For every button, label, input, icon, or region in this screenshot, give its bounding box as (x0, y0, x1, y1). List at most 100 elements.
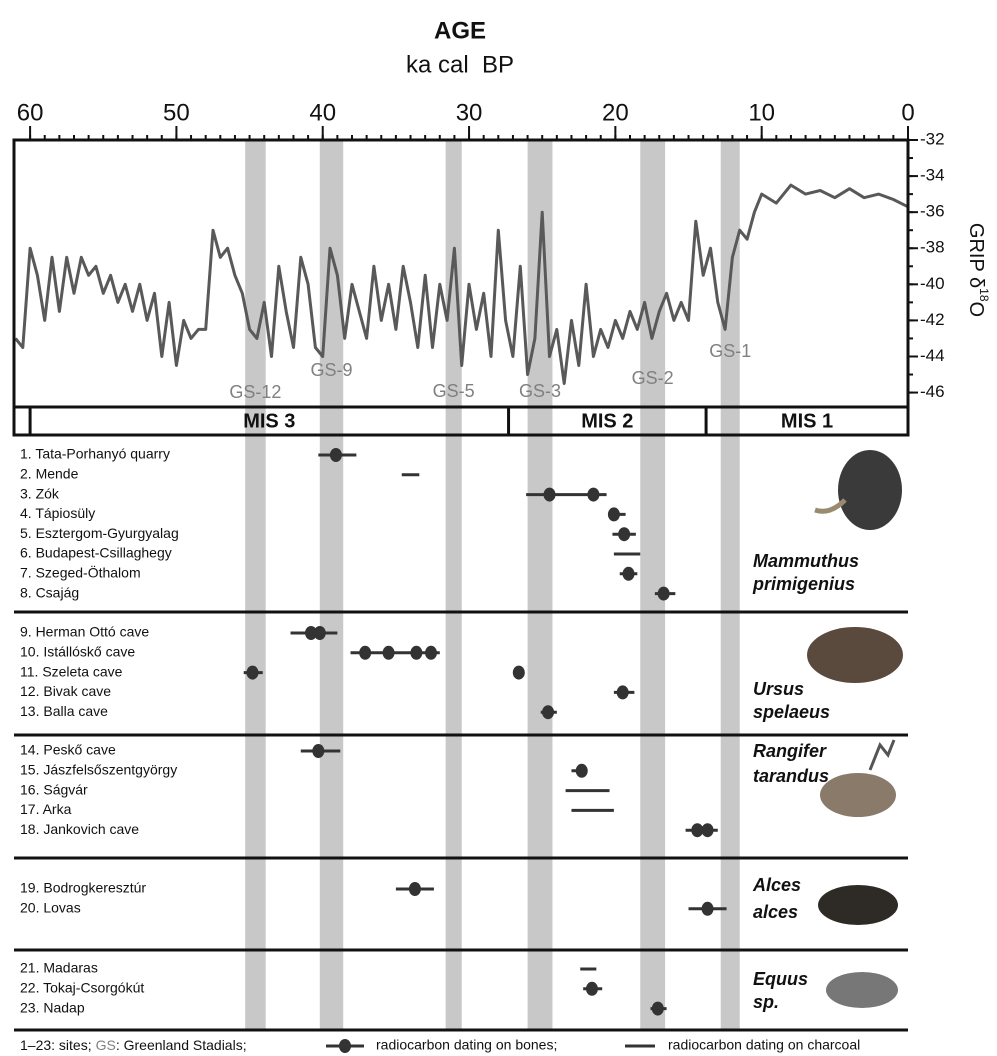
stadial-band (245, 140, 265, 1030)
site-label: 23. Nadap (20, 999, 85, 1015)
y-label-prefix: GRIP δ (965, 223, 987, 288)
site-label: 9. Herman Ottó cave (20, 624, 149, 640)
title: AGE (434, 17, 486, 44)
species-name: tarandus (753, 766, 829, 786)
mis-label: MIS 2 (581, 410, 633, 432)
species-name: Alces (752, 875, 801, 895)
species-name: sp. (753, 992, 779, 1012)
site-label: 2. Mende (20, 466, 79, 482)
stadial-label: GS-1 (709, 341, 751, 361)
y-tick-label: -42 (920, 310, 945, 329)
y-tick-label: -36 (920, 202, 945, 221)
bone-date (410, 646, 422, 660)
site-label: 5. Esztergom-Gyurgyalag (20, 525, 179, 541)
species-name: alces (753, 902, 798, 922)
site-label: 14. Peskő cave (20, 742, 116, 758)
stadial-label: GS-12 (229, 382, 281, 402)
horse-icon (826, 972, 898, 1008)
moose-icon (818, 885, 898, 925)
x-tick-label: 20 (602, 99, 629, 126)
y-axis-label: GRIP δ18O (965, 223, 991, 317)
x-tick-label: 40 (309, 99, 336, 126)
bone-date (586, 982, 598, 996)
bone-date (312, 744, 324, 758)
stadial-band (446, 140, 462, 1030)
bone-date (513, 666, 525, 680)
y-tick-label: -32 (920, 129, 945, 148)
legend-gs: GS (96, 1037, 116, 1053)
site-label: 11. Szeleta cave (20, 663, 123, 679)
bone-date (618, 527, 630, 541)
species-name: Ursus (753, 679, 804, 699)
site-label: 20. Lovas (20, 900, 81, 916)
bone-date (702, 902, 714, 916)
mis-label: MIS 1 (781, 410, 833, 432)
stadial-bands (245, 140, 740, 1030)
legend-charcoal: radiocarbon dating on charcoal (668, 1037, 860, 1053)
bone-date (702, 823, 714, 837)
mammoth-icon (838, 450, 902, 530)
site-label: 12. Bivak cave (20, 683, 111, 699)
site-label: 16. Ságvár (20, 781, 88, 797)
legend-bone-dot (339, 1039, 351, 1053)
bone-date (576, 764, 588, 778)
bone-date (409, 882, 421, 896)
site-label: 15. Jászfelsőszentgyörgy (20, 762, 177, 778)
subtitle: ka cal BP (406, 51, 514, 78)
reindeer-antler (870, 740, 894, 770)
figure: AGE ka cal BP GS-12GS-9GS-5GS-3GS-2GS-16… (0, 0, 997, 1056)
site-label: 17. Arka (20, 801, 72, 817)
mammoth-tusk (815, 500, 845, 511)
bone-date (658, 587, 670, 601)
animal-icons (807, 450, 903, 1008)
stadial-label: GS-5 (433, 381, 475, 401)
bone-date (246, 666, 258, 680)
site-label: 3. Zók (20, 485, 60, 501)
bone-date (425, 646, 437, 660)
bone-date (617, 685, 629, 699)
site-label: 1. Tata-Porhanyó quarry (20, 446, 170, 462)
bone-date (623, 567, 635, 581)
species-name: Mammuthus (753, 551, 859, 571)
site-label: 19. Bodrogkeresztúr (20, 880, 146, 896)
bone-date (383, 646, 395, 660)
x-tick-label: 10 (748, 99, 775, 126)
y-tick-label: -38 (920, 238, 945, 257)
x-tick-label: 30 (456, 99, 483, 126)
bone-date (544, 488, 556, 502)
grip-curve (16, 185, 909, 383)
x-tick-label: 60 (17, 99, 44, 126)
bone-date (330, 448, 342, 462)
bear-icon (807, 627, 903, 683)
site-label: 8. Csajág (20, 584, 79, 600)
bone-date (359, 646, 371, 660)
bone-date (542, 705, 554, 719)
stadial-band (320, 140, 343, 1030)
legend-gs-text: : Greenland Stadials; (116, 1037, 247, 1053)
species-name: spelaeus (753, 702, 830, 722)
reindeer-icon (820, 773, 896, 817)
stadial-label: GS-2 (632, 368, 674, 388)
site-label: 13. Balla cave (20, 703, 108, 719)
x-tick-label: 50 (163, 99, 190, 126)
site-label: 10. Istállóskő cave (20, 644, 135, 660)
bone-date (691, 823, 703, 837)
site-label: 21. Madaras (20, 960, 98, 976)
y-tick-label: -46 (920, 382, 945, 401)
legend-sites: 1–23: sites; (20, 1037, 92, 1053)
y-tick-label: -34 (920, 166, 945, 185)
legend-bones: radiocarbon dating on bones; (376, 1037, 557, 1053)
site-label: 7. Szeged-Öthalom (20, 564, 141, 581)
mis-label: MIS 3 (243, 410, 295, 432)
y-tick-label: -40 (920, 274, 945, 293)
bone-date (652, 1002, 664, 1016)
legend-text: 1–23: sites;GS: Greenland Stadials; (20, 1037, 247, 1053)
bone-date (314, 626, 326, 640)
bone-date (587, 488, 599, 502)
site-label: 22. Tokaj-Csorgókút (20, 980, 144, 996)
stadial-label: GS-3 (519, 381, 561, 401)
y-tick-label: -44 (920, 346, 945, 365)
species-name: Equus (753, 969, 808, 989)
species-name: Rangifer (753, 741, 827, 761)
bone-date (608, 507, 620, 521)
